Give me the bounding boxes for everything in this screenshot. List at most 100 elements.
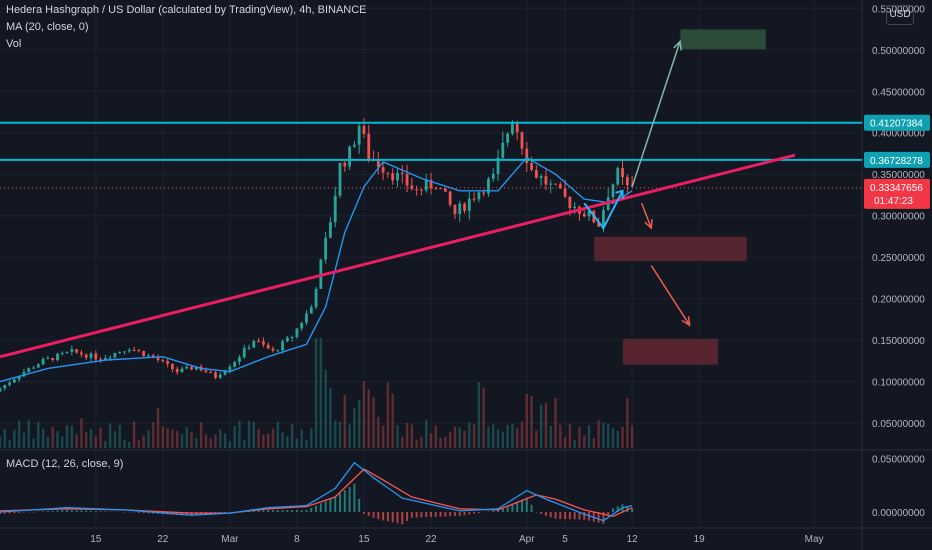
volume-bar [448,431,452,448]
ascending-trend-line [0,153,796,359]
volume-bar [65,425,69,448]
volume-bar [85,432,88,448]
candle-body [108,357,112,359]
volume-bar [343,394,346,448]
macd-histogram-bar [94,511,97,512]
volume-bar [228,441,232,448]
candle-body [324,237,328,260]
candle-body [214,372,217,378]
candle-body [391,173,395,181]
candle-body [597,222,601,227]
candle-body [204,370,208,373]
volume-bar [37,421,40,448]
volume-bar [468,422,471,448]
volume-bar [429,433,433,448]
macd-histogram-bar [46,511,49,512]
volume-bar [554,397,557,448]
macd-histogram-bar [607,512,610,516]
volume-bar [391,393,394,448]
bearish-target-box [593,235,748,262]
candle-body [142,350,146,357]
volume-bar [99,427,102,448]
time-tick-label: Mar [221,534,239,545]
chart-title: Hedera Hashgraph / US Dollar (calculated… [6,4,367,16]
volume-bar [32,438,35,448]
volume-bar [247,420,251,448]
candle-body [36,364,40,368]
macd-histogram-bar [506,505,509,512]
price-tick-label: 0.35000000 [872,170,925,181]
time-tick-label: 15 [358,534,370,545]
volume-bar [348,424,351,448]
candle-body [27,368,31,372]
current-price-label: 0.33347656 [870,183,923,194]
candle-body [56,353,59,361]
candle-body [472,198,476,200]
candle-body [314,288,318,308]
macd-histogram-bar [420,512,423,518]
volume-bar [530,395,533,448]
macd-histogram-bar [66,510,69,512]
macd-legend[interactable]: MACD (12, 26, close, 9) [6,458,124,470]
volume-bar [587,425,591,448]
volume-bar [329,388,332,448]
candle-body [352,144,356,147]
volume-bar [611,427,615,448]
candle-body [84,354,88,358]
volume-bar [238,421,241,448]
price-tick-label: 0.40000000 [872,129,925,140]
candle-body [22,371,26,377]
candle-body [405,173,409,186]
candle-body [94,353,98,360]
macd-histogram-bar [142,512,145,514]
candle-body [0,388,2,392]
volume-bar [568,424,572,448]
candle-body [300,322,304,329]
ma-legend[interactable]: MA (20, close, 0) [6,21,89,33]
volume-bar [295,438,299,448]
currency-button[interactable]: USD [886,5,914,25]
macd-histogram-bar [602,512,605,524]
v-pattern-line [583,190,624,231]
candle-body [295,328,299,337]
macd-histogram-bar [631,508,634,512]
volume-bar [511,423,514,448]
macd-histogram-bar [276,510,279,512]
candle-body [8,382,11,385]
macd-histogram-bar [410,512,413,518]
volume-bar [357,399,361,448]
candle-body [448,191,452,205]
volume-bar [3,429,6,448]
candle-body [238,357,241,363]
volume-bar [286,436,289,448]
candle-body [166,361,170,364]
volume-bar [396,425,399,448]
price-countdown-label: 01:47:23 [874,196,913,207]
down-arrow-head [681,316,691,327]
macd-histogram-bar [334,496,337,512]
candle-body [175,369,179,373]
volume-bar [80,418,83,448]
candle-body [348,146,351,167]
volume-bar [544,402,548,448]
macd-histogram-bar [573,512,576,520]
volume-bar [520,421,524,448]
volume-bar [410,424,414,448]
macd-histogram-bar [133,512,136,513]
volume-bar [46,437,50,448]
candle-body [75,349,79,353]
candle-body [463,203,466,211]
macd-tick-label: 0.05000000 [872,454,925,465]
volume-bar [104,441,107,448]
volume-bar [487,426,490,448]
volume-bar [626,397,629,448]
volume-legend[interactable]: Vol [6,38,22,50]
macd-histogram-bar [434,512,437,517]
candle-body [573,206,577,209]
price-tick-label: 0.25000000 [872,253,925,264]
volume-bar [199,422,203,448]
candle-body [147,355,150,357]
macd-histogram-bar [271,510,274,512]
macd-histogram-bar [554,512,557,519]
